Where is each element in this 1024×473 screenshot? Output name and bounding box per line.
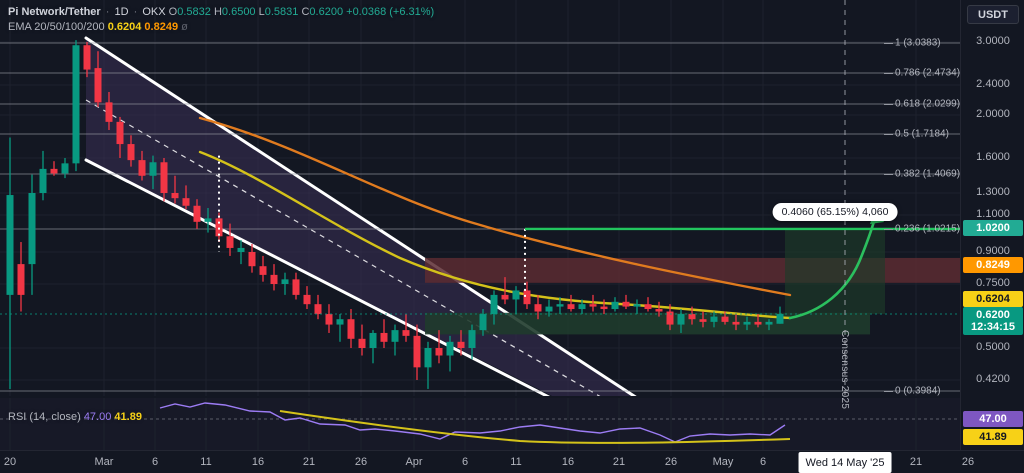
time-tick-4: 16 xyxy=(251,456,265,468)
rsi-series xyxy=(0,398,960,450)
last-price-badge-countdown: 12:34:15 xyxy=(970,321,1016,333)
ema-20-badge[interactable]: 0.6204 xyxy=(963,291,1023,307)
time-tick-10: 16 xyxy=(561,456,575,468)
fib-236-tick xyxy=(884,229,893,230)
price-chart-pane[interactable] xyxy=(0,0,960,396)
fib-786-tick xyxy=(884,73,893,74)
projection-tooltip: 0.4060 (65.15%) 4,060 xyxy=(772,203,898,221)
rsi-current-value: 41.89 xyxy=(114,411,142,423)
ema-200-badge-value: 0.8249 xyxy=(976,259,1010,271)
time-tick-9: 11 xyxy=(510,456,522,468)
time-tick-2: 6 xyxy=(151,456,159,468)
consensus-event-label: Consensus 2025 xyxy=(839,330,850,410)
fib-5-tick xyxy=(884,134,893,135)
rsi-level-value: 47.00 xyxy=(83,411,112,423)
time-tick-13: May xyxy=(712,456,734,468)
fib-5-label: 0.5 (1.7184) xyxy=(895,128,949,140)
price-tick-4: 1.3000 xyxy=(976,186,1010,198)
time-tick-15: 21 xyxy=(909,456,923,468)
fib-1-label: 1 (3.0383) xyxy=(895,37,941,49)
rsi-pane[interactable] xyxy=(0,398,960,450)
price-tick-5: 1.1000 xyxy=(976,208,1010,220)
time-tick-12: 26 xyxy=(664,456,678,468)
fib-236-badge-value: 1.0200 xyxy=(976,222,1010,234)
fib-618-label: 0.618 (2.0299) xyxy=(895,98,961,110)
fib-618-tick xyxy=(884,104,893,105)
ema-200-badge[interactable]: 0.8249 xyxy=(963,257,1023,273)
price-tick-7: 0.7500 xyxy=(976,277,1010,289)
rsi-level-badge[interactable]: 47.00 xyxy=(963,411,1023,427)
time-tick-16: 26 xyxy=(961,456,975,468)
time-tick-3: 11 xyxy=(200,456,212,468)
time-tick-0: 20 xyxy=(3,456,17,468)
fib-382-tick xyxy=(884,174,893,175)
price-tick-6: 0.9000 xyxy=(976,245,1010,257)
fib-1-tick xyxy=(884,43,893,44)
time-tick-14: 6 xyxy=(759,456,767,468)
rsi-value-badge-value: 41.89 xyxy=(979,431,1007,443)
rsi-level-badge-value: 47.00 xyxy=(979,413,1007,425)
ema-20-badge-value: 0.6204 xyxy=(976,293,1010,305)
fib-786-label: 0.786 (2.4734) xyxy=(895,67,961,79)
last-price-badge-value: 0.6200 xyxy=(976,309,1010,321)
time-tick-5: 21 xyxy=(302,456,316,468)
price-tick-0: 3.0000 xyxy=(976,35,1010,47)
price-tick-2: 2.0000 xyxy=(976,108,1010,120)
fib-382-label: 0.382 (1.4069) xyxy=(895,168,961,180)
rsi-value-badge[interactable]: 41.89 xyxy=(963,429,1023,445)
currency-unit-pill[interactable]: USDT xyxy=(967,5,1019,24)
fib-0-tick xyxy=(884,391,893,392)
fib-236-label: 0.236 (1.0215) xyxy=(895,223,961,235)
fib-236-badge[interactable]: 1.0200 xyxy=(963,220,1023,236)
time-tick-8: 6 xyxy=(461,456,469,468)
price-tick-8: 0.5000 xyxy=(976,341,1010,353)
price-tick-3: 1.6000 xyxy=(976,151,1010,163)
time-tick-7: Apr xyxy=(405,456,423,468)
price-series xyxy=(0,0,960,396)
price-axis[interactable]: USDT 3.0000 2.4000 2.0000 1.6000 1.3000 1.100… xyxy=(960,0,1024,450)
fib-0-label: 0 (0.3984) xyxy=(895,385,941,397)
time-tick-1: Mar xyxy=(94,456,114,468)
time-tick-11: 21 xyxy=(612,456,626,468)
rsi-indicator-name[interactable]: RSI (14, close) xyxy=(8,411,81,423)
time-tick-6: 26 xyxy=(354,456,368,468)
rsi-legend[interactable]: RSI (14, close) 47.00 41.89 xyxy=(8,411,142,423)
price-tick-9: 0.4200 xyxy=(976,373,1010,385)
last-price-badge[interactable]: 0.6200 12:34:15 xyxy=(963,307,1023,335)
time-axis[interactable]: 20 Mar 6 11 16 21 26 Apr 6 11 16 21 26 May 6 21 26 Wed 14… xyxy=(0,450,1024,473)
selected-date-pill[interactable]: Wed 14 May '25 xyxy=(798,452,892,473)
price-tick-1: 2.4000 xyxy=(976,78,1010,90)
